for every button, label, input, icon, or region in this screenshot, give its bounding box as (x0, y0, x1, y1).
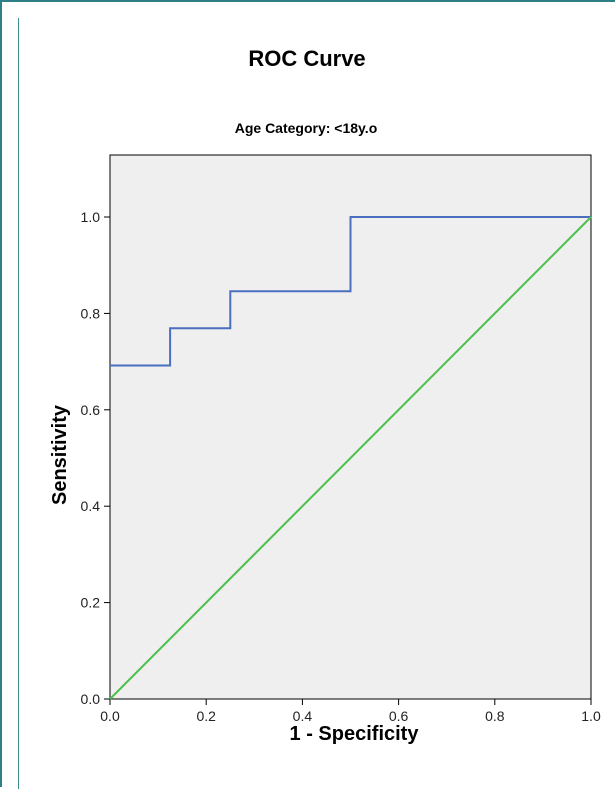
x-tick-label: 1.0 (581, 708, 601, 724)
y-tick-label: 0.0 (81, 691, 101, 707)
x-axis: 0.0 0.2 0.4 0.6 0.8 1.0 (100, 699, 601, 724)
x-tick-label: 0.2 (196, 708, 216, 724)
x-tick-label: 0.8 (485, 708, 505, 724)
y-tick-label: 0.6 (81, 402, 101, 418)
y-tick-label: 1.0 (81, 209, 101, 225)
roc-curve-line (110, 216, 591, 367)
x-axis-label: 1 - Specificity (290, 723, 420, 745)
reference-diagonal-line (109, 216, 592, 700)
y-tick-label: 0.2 (81, 595, 101, 611)
y-axis-label: Sensitivity (49, 404, 71, 505)
x-tick-label: 0.4 (293, 708, 313, 724)
frame-inner-line (18, 18, 19, 789)
chart-title: ROC Curve (248, 46, 365, 71)
y-tick-label: 0.8 (81, 305, 101, 321)
y-axis: 0.0 0.2 0.4 0.6 0.8 1.0 (81, 209, 110, 707)
chart-subtitle: Age Category: <18y.o (235, 120, 378, 136)
x-tick-label: 0.0 (100, 708, 120, 724)
y-tick-label: 0.4 (81, 498, 101, 514)
x-tick-label: 0.6 (389, 708, 409, 724)
series-layer (109, 216, 592, 700)
